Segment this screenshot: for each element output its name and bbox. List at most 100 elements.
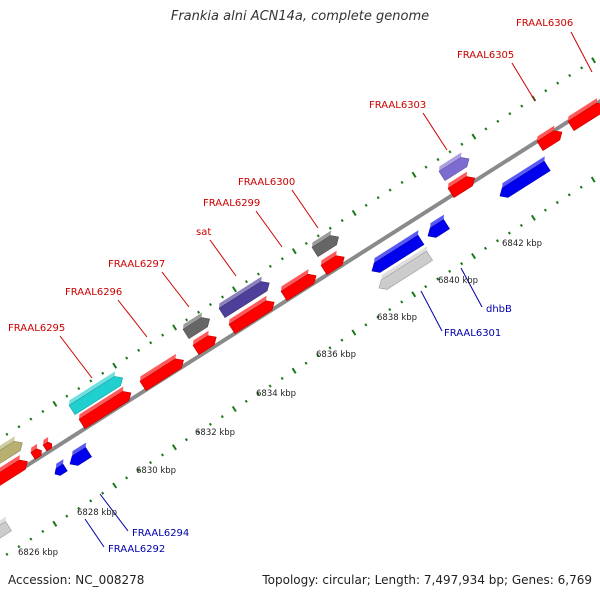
- scale-labels: 6826 kbp 6828 kbp 6830 kbp 6832 kbp 6834…: [18, 239, 542, 558]
- tick-mark: [340, 338, 344, 342]
- gene-arrow[interactable]: [191, 329, 219, 356]
- gene-arrow[interactable]: [227, 294, 277, 335]
- tick-mark: [508, 112, 512, 116]
- scale-label: 6828 kbp: [77, 508, 117, 518]
- gene-arrow[interactable]: [0, 453, 30, 490]
- tick-mark: [411, 171, 417, 178]
- gene-arrow-top: [0, 455, 20, 480]
- gene-arrow-body: [378, 250, 434, 290]
- scale-label: 6838 kbp: [377, 313, 417, 323]
- gene-arrow[interactable]: [279, 268, 319, 302]
- tick-mark: [579, 185, 583, 189]
- tick-mark: [208, 302, 213, 307]
- gene-label: FRAAL6306: [516, 18, 573, 29]
- gene-arrow[interactable]: [217, 275, 272, 319]
- gene-arrow[interactable]: [0, 435, 25, 468]
- tick-mark: [256, 392, 260, 396]
- gene-arrow[interactable]: [77, 385, 134, 430]
- tick-mark: [196, 430, 200, 434]
- gene-arrow-top: [502, 156, 545, 189]
- tick-mark: [160, 453, 165, 457]
- tick-marks: [5, 57, 597, 556]
- tick-mark: [5, 552, 9, 556]
- tick-mark: [448, 269, 452, 273]
- gene-arrow[interactable]: [310, 229, 342, 258]
- genome-stats-text: Topology: circular; Length: 7,497,934 bp…: [262, 573, 592, 587]
- tick-mark: [520, 104, 524, 108]
- gene-arrow-body: [68, 376, 124, 416]
- tick-mark: [5, 432, 9, 436]
- gene-arrow[interactable]: [437, 151, 472, 182]
- scale-label: 6834 kbp: [256, 389, 296, 399]
- gene-label: FRAAL6301: [444, 328, 501, 339]
- scale-label: 6830 kbp: [136, 466, 176, 476]
- tick-mark: [424, 285, 428, 289]
- tick-mark: [65, 514, 69, 518]
- tick-mark: [364, 323, 368, 327]
- gene-arrow[interactable]: [423, 214, 452, 241]
- tick-mark: [328, 346, 332, 350]
- gene-arrow[interactable]: [367, 230, 427, 275]
- gene-arrow-body: [0, 521, 12, 540]
- gene-arrow-top: [439, 152, 462, 172]
- gene-arrow[interactable]: [41, 437, 54, 452]
- gene-arrow[interactable]: [65, 442, 94, 469]
- gene-arrow[interactable]: [51, 459, 70, 477]
- tick-mark: [185, 318, 189, 322]
- scale-label: 6842 kbp: [502, 239, 542, 249]
- tick-mark: [471, 133, 477, 140]
- gene-arrow-body: [447, 176, 476, 199]
- tick-mark: [291, 367, 297, 374]
- tick-mark: [65, 394, 69, 398]
- gene-arrow-top: [30, 443, 38, 453]
- gene-arrow-top: [0, 436, 15, 458]
- tick-mark: [460, 142, 464, 146]
- gene-label: dhbB: [486, 304, 512, 315]
- tick-mark: [388, 307, 392, 312]
- tick-mark: [568, 73, 572, 78]
- gene-label: sat: [196, 227, 211, 238]
- gene-arrow-body: [499, 160, 551, 198]
- gene-arrow[interactable]: [29, 443, 44, 460]
- tick-mark: [161, 333, 165, 337]
- gene-arrow-body: [567, 102, 600, 132]
- gene-arrow[interactable]: [495, 156, 553, 200]
- tick-mark: [149, 460, 153, 465]
- gene-arrow-top: [430, 214, 445, 229]
- gene-arrow[interactable]: [374, 246, 435, 292]
- tick-mark: [220, 295, 225, 299]
- tick-mark: [112, 362, 118, 369]
- gene-arrow[interactable]: [0, 516, 14, 543]
- gene-arrow[interactable]: [566, 97, 600, 132]
- tick-mark: [448, 150, 452, 154]
- gene-arrow-body: [438, 157, 470, 182]
- gene-arrow-top: [537, 125, 555, 142]
- gene-arrow-top: [229, 295, 267, 325]
- gene-features: [0, 97, 600, 543]
- tick-mark: [231, 286, 237, 293]
- gene-arrow[interactable]: [446, 170, 478, 199]
- leader-line: [511, 62, 536, 102]
- tick-mark: [197, 310, 201, 314]
- gene-arrow-top: [183, 312, 203, 330]
- gene-arrow-top: [72, 442, 87, 457]
- tick-mark: [544, 89, 548, 93]
- tick-mark: [17, 425, 21, 429]
- tick-mark: [591, 57, 597, 64]
- gene-arrow[interactable]: [181, 311, 213, 340]
- tick-mark: [484, 127, 488, 131]
- gene-arrow-top: [321, 250, 337, 266]
- gene-arrow-top: [140, 353, 176, 382]
- tick-mark: [112, 482, 118, 489]
- gene-arrow[interactable]: [67, 370, 126, 416]
- tick-mark: [376, 196, 380, 200]
- gene-arrow[interactable]: [319, 249, 347, 276]
- gene-arrow[interactable]: [535, 124, 565, 152]
- gene-arrow[interactable]: [138, 352, 187, 392]
- tick-mark: [316, 353, 320, 358]
- gene-arrow-top: [281, 269, 309, 292]
- scale-label: 6832 kbp: [195, 428, 235, 438]
- tick-mark: [77, 386, 81, 391]
- gene-label: FRAAL6294: [132, 528, 189, 539]
- gene-arrow-body: [139, 358, 184, 392]
